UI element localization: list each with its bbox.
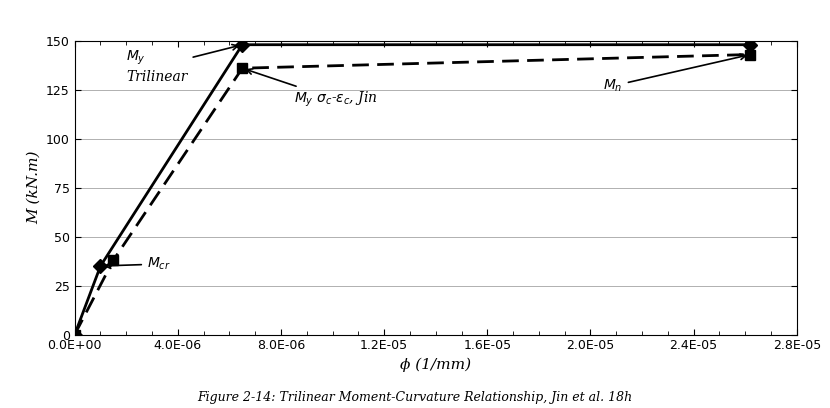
- Text: $M_y$ $\sigma_c$-$\varepsilon_c$, Jin: $M_y$ $\sigma_c$-$\varepsilon_c$, Jin: [247, 69, 378, 109]
- Text: Figure 2-14: Trilinear Moment-Curvature Relationship, Jin et al. 18h: Figure 2-14: Trilinear Moment-Curvature …: [198, 391, 632, 404]
- Text: $M_n$: $M_n$: [603, 54, 746, 94]
- Text: $M_{cr}$: $M_{cr}$: [105, 256, 171, 272]
- Text: $M_y$
Trilinear: $M_y$ Trilinear: [126, 44, 238, 84]
- X-axis label: ϕ (1/mm): ϕ (1/mm): [400, 358, 471, 373]
- Y-axis label: M (kN.m): M (kN.m): [27, 151, 41, 224]
